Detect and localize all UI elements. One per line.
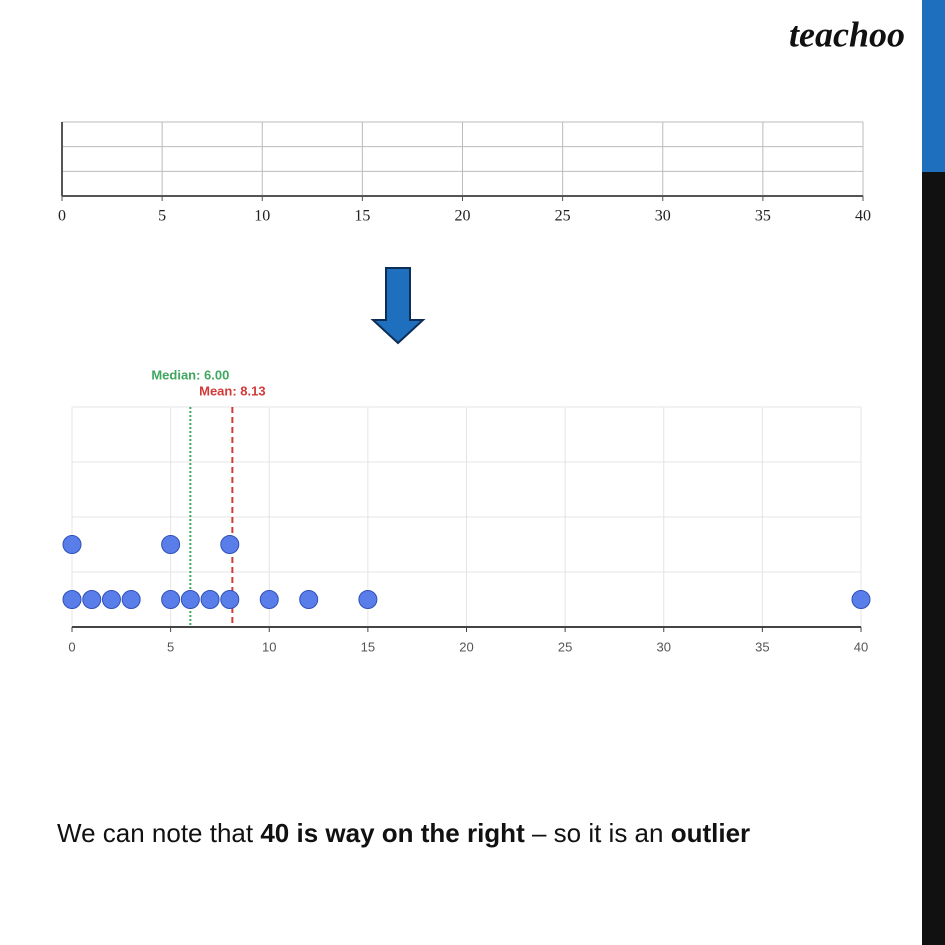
dot [121, 590, 141, 609]
sidebar [922, 172, 945, 945]
x-tick-label: 20 [455, 208, 471, 225]
dot [200, 590, 220, 609]
dot [851, 590, 871, 609]
x-tick-label: 20 [459, 639, 473, 654]
dot [62, 590, 82, 609]
x-tick-label: 35 [755, 639, 769, 654]
caption-text: We can note that [57, 818, 261, 848]
caption-text: – so it is an [524, 818, 671, 848]
dot [259, 590, 279, 609]
x-tick-label: 0 [58, 208, 66, 225]
dot [358, 590, 378, 609]
dot [161, 535, 181, 554]
x-tick-label: 15 [361, 639, 375, 654]
x-tick-label: 35 [755, 208, 771, 225]
dot [101, 590, 121, 609]
x-tick-label: 40 [855, 208, 871, 225]
x-tick-label: 25 [558, 639, 572, 654]
annotation-label: Mean: 8.13 [199, 383, 265, 398]
x-tick-label: 30 [657, 639, 671, 654]
x-tick-label: 5 [158, 208, 166, 225]
x-tick-label: 25 [555, 208, 571, 225]
caption-bold: outlier [670, 818, 751, 848]
dot [220, 535, 240, 554]
x-tick-label: 30 [655, 208, 671, 225]
dot [180, 590, 200, 609]
x-tick-label: 5 [167, 639, 174, 654]
caption: We can note that 40 is way on the right … [57, 818, 750, 849]
caption-bold: 40 is way on the right [260, 818, 525, 848]
x-tick-label: 10 [254, 208, 270, 225]
dot [161, 590, 181, 609]
x-tick-label: 10 [262, 639, 276, 654]
x-tick-label: 40 [854, 639, 868, 654]
dot [62, 535, 82, 554]
dot [82, 590, 102, 609]
sidebar-accent [922, 0, 945, 172]
logo: teachoo [789, 14, 905, 54]
x-tick-label: 0 [68, 639, 75, 654]
dot [220, 590, 240, 609]
arrow-down [370, 267, 426, 345]
annotation-label: Median: 6.00 [151, 367, 229, 382]
x-tick-label: 15 [354, 208, 370, 225]
dot [299, 590, 319, 609]
